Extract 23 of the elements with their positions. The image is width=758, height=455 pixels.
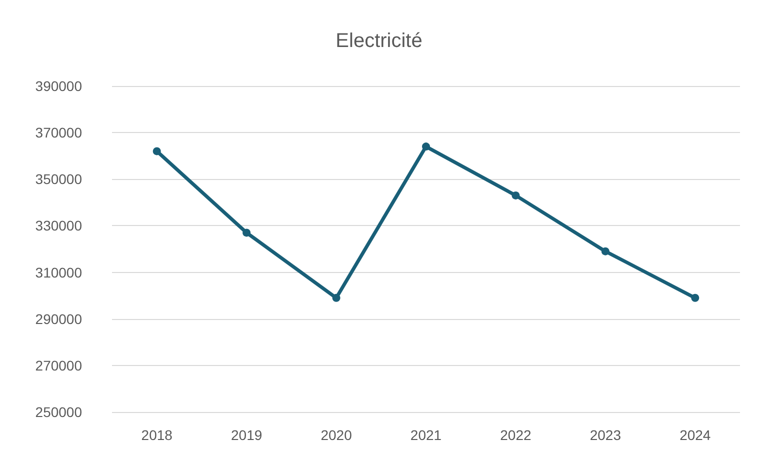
- point: [601, 247, 610, 256]
- x-tick-label: 2023: [590, 427, 622, 443]
- y-tick-label: 390000: [35, 78, 82, 94]
- point: [422, 142, 430, 151]
- x-tick-label: 2020: [320, 427, 352, 443]
- point: [242, 228, 251, 237]
- point: [512, 191, 520, 200]
- point: [152, 147, 161, 156]
- x-tick-label: 2024: [680, 427, 711, 443]
- x-tick-label: 2021: [410, 427, 442, 443]
- y-tick-label: 270000: [35, 357, 82, 374]
- y-tick-label: 310000: [35, 264, 82, 280]
- y-tick-label: 350000: [35, 171, 82, 188]
- x-tick-label: 2022: [500, 427, 532, 443]
- y-tick-label: 290000: [35, 310, 82, 327]
- x-tick-label: 2018: [141, 427, 173, 443]
- y-tick-label: 370000: [35, 124, 82, 141]
- x-tick-label: 2019: [230, 427, 262, 443]
- y-tick-label: 330000: [35, 218, 82, 234]
- chart-title: Electricité: [336, 30, 422, 52]
- point: [691, 294, 700, 302]
- y-tick-label: 250000: [35, 404, 82, 420]
- point: [332, 294, 340, 302]
